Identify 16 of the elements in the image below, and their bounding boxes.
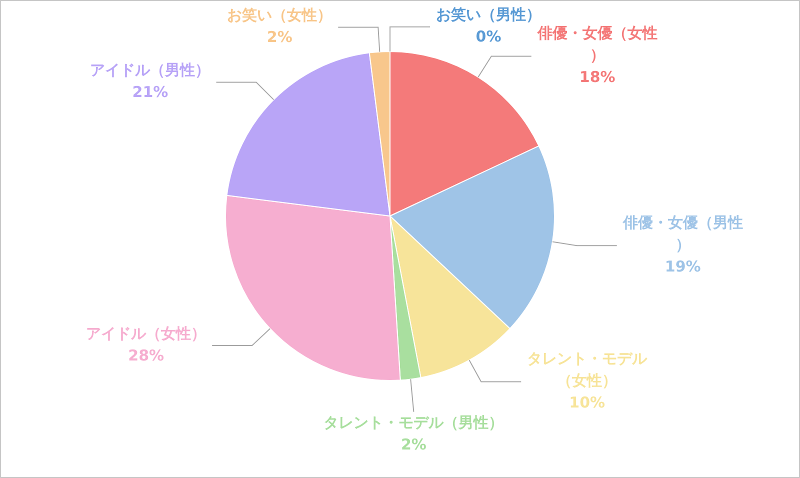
- slice-label: 俳優・女優（女性）: [536, 24, 658, 64]
- data-label: 2%: [400, 436, 426, 454]
- data-label: 21%: [132, 83, 168, 102]
- slice-label: アイドル（女性）: [86, 324, 206, 342]
- data-label: 28%: [128, 346, 164, 364]
- slice-label: アイドル（男性）: [90, 61, 210, 80]
- data-label: 18%: [579, 68, 616, 86]
- data-label: 10%: [569, 394, 606, 412]
- data-label: 19%: [664, 257, 701, 276]
- slice-label: 俳優・女優（男性）: [622, 213, 743, 254]
- category-label: お笑い（男性）: [436, 6, 541, 24]
- slice-label: タレント・モデル（女性）: [527, 350, 648, 390]
- data-label: 2%: [266, 28, 292, 46]
- slice-label: お笑い（女性）: [227, 6, 332, 24]
- slice-label: タレント・モデル（男性）: [324, 414, 504, 432]
- text: 0%: [476, 28, 502, 46]
